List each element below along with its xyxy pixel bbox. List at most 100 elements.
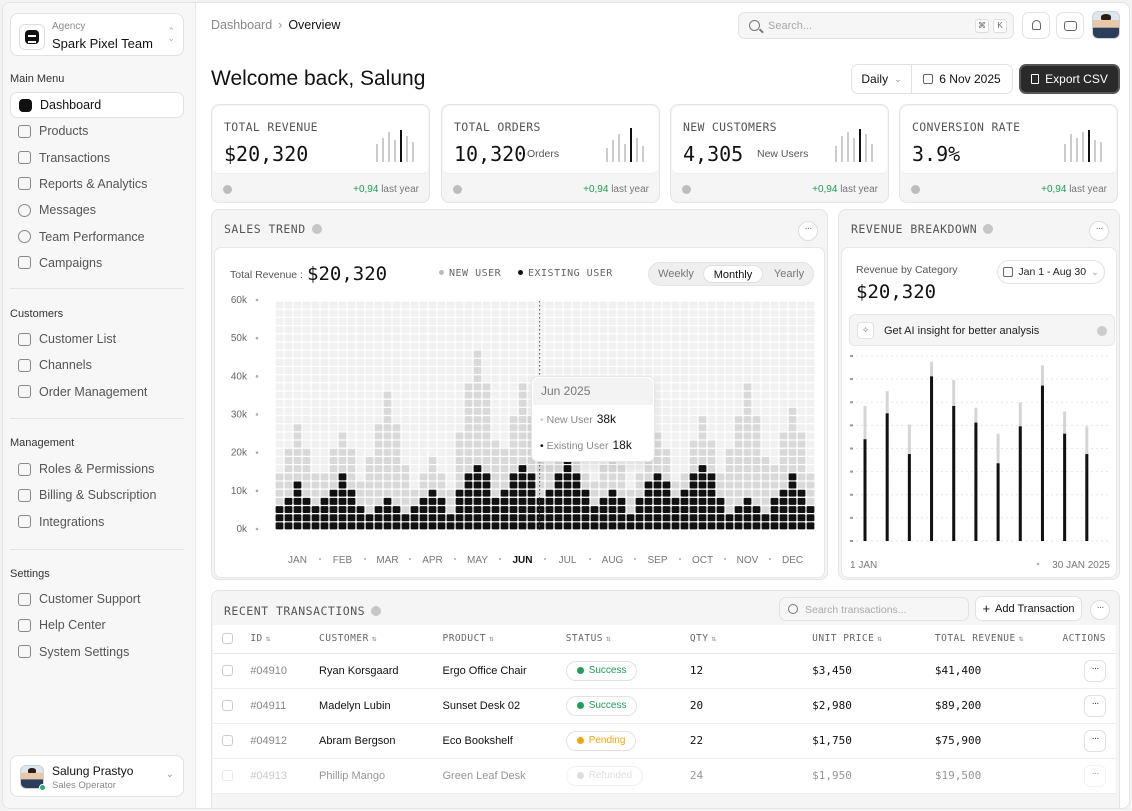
column-header[interactable]: STATUS ⇅ <box>565 625 690 654</box>
grid-cell <box>806 440 815 448</box>
existing-user-cell <box>698 481 707 489</box>
more-options-button[interactable]: ··· <box>1090 600 1110 620</box>
table-row[interactable]: #04910 Ryan Korsgaard Ergo Office Chair … <box>213 653 1116 689</box>
existing-user-cell <box>707 506 716 514</box>
grid-cell <box>671 383 680 391</box>
sidebar-item-help-center[interactable]: Help Center <box>10 612 184 638</box>
existing-user-cell <box>527 514 536 522</box>
grid-cell <box>725 301 734 309</box>
sidebar-item-transactions[interactable]: Transactions <box>10 145 184 171</box>
profile-avatar[interactable] <box>1092 11 1120 39</box>
row-actions-button[interactable]: ··· <box>1084 729 1106 752</box>
info-icon[interactable] <box>983 224 994 234</box>
info-icon[interactable] <box>311 224 322 234</box>
sidebar-item-customer-list[interactable]: Customer List <box>10 326 184 352</box>
sidebar-item-reports-analytics[interactable]: Reports & Analytics <box>10 171 184 197</box>
grid-cell <box>779 342 788 350</box>
global-search[interactable]: Search... ⌘ K <box>738 12 1014 39</box>
grid-cell <box>500 424 509 432</box>
tab-yearly[interactable]: Yearly <box>773 268 805 280</box>
sidebar-item-messages[interactable]: Messages <box>10 197 184 223</box>
column-header[interactable]: CUSTOMER ⇅ <box>319 625 443 654</box>
sidebar-item-customer-support[interactable]: Customer Support <box>10 586 184 612</box>
sparkline-bar <box>618 134 620 162</box>
grid-cell <box>320 301 329 309</box>
ai-insight-banner[interactable]: ✧ Get AI insight for better analysis <box>849 314 1115 346</box>
existing-user-cell <box>338 481 347 489</box>
inbox-button[interactable] <box>1056 12 1084 39</box>
sidebar-item-integrations[interactable]: Integrations <box>10 509 184 535</box>
grid-cell <box>509 326 518 334</box>
add-transaction-button[interactable]: + Add Transaction <box>975 596 1082 621</box>
table-row[interactable]: #04911 Madelyn Lubin Sunset Desk 02 Succ… <box>213 688 1116 724</box>
sidebar-item-campaigns[interactable]: Campaigns <box>10 250 184 276</box>
grid-cell <box>392 309 401 317</box>
row-actions-button[interactable]: ··· <box>1084 694 1106 717</box>
existing-user-cell <box>293 481 302 489</box>
column-header[interactable]: TOTAL REVENUE ⇅ <box>934 625 1059 654</box>
sparkline-bar <box>853 138 855 162</box>
new-user-cell <box>536 465 545 473</box>
grid-cell <box>635 301 644 309</box>
grid-cell <box>428 326 437 334</box>
sidebar-item-products[interactable]: Products <box>10 118 184 144</box>
grid-cell <box>617 317 626 325</box>
grid-cell <box>275 383 284 391</box>
x-tick-separator <box>589 558 591 560</box>
date-range-picker[interactable]: Jan 1 - Aug 30 ⌄ <box>997 260 1105 284</box>
column-header[interactable]: QTY ⇅ <box>689 625 813 654</box>
existing-user-cell <box>572 522 581 530</box>
grid-cell <box>752 342 761 350</box>
select-all-checkbox[interactable] <box>222 633 233 645</box>
tab-weekly[interactable]: Weekly <box>658 268 694 280</box>
row-checkbox[interactable] <box>222 665 233 677</box>
sidebar-item-dashboard[interactable]: Dashboard <box>10 92 184 118</box>
grid-cell <box>428 309 437 317</box>
grid-cell <box>455 391 464 399</box>
grid-cell <box>518 367 527 375</box>
sidebar-item-label: Billing & Subscription <box>39 488 157 503</box>
breadcrumb-parent[interactable]: Dashboard <box>211 18 273 32</box>
date-picker[interactable]: 6 Nov 2025 <box>912 65 1012 93</box>
export-csv-button[interactable]: Export CSV <box>1019 64 1120 94</box>
row-checkbox[interactable] <box>222 770 233 782</box>
info-icon[interactable] <box>371 606 382 616</box>
sidebar-item-channels[interactable]: Channels <box>10 352 184 378</box>
grid-cell <box>320 448 329 456</box>
grid-cell <box>329 391 338 399</box>
sidebar-item-system-settings[interactable]: System Settings <box>10 639 184 665</box>
column-header[interactable]: PRODUCT ⇅ <box>442 625 566 654</box>
user-menu[interactable]: Salung Prastyo Sales Operator ⌄ <box>10 755 184 797</box>
tab-monthly[interactable]: Monthly <box>703 265 763 283</box>
transactions-search-input[interactable]: Search transactions... <box>779 597 969 621</box>
more-options-button[interactable]: ··· <box>1089 221 1109 241</box>
row-actions-button[interactable]: ··· <box>1084 764 1106 787</box>
existing-user-cell <box>572 506 581 514</box>
new-user-cell <box>788 424 797 432</box>
column-header[interactable]: UNIT PRICE ⇅ <box>812 625 935 654</box>
new-user-cell <box>734 416 743 424</box>
grid-cell <box>329 334 338 342</box>
grid-cell <box>320 440 329 448</box>
period-select[interactable]: Daily ⌄ <box>852 65 912 93</box>
sidebar-item-team-performance[interactable]: Team Performance <box>10 224 184 250</box>
row-checkbox[interactable] <box>222 700 233 712</box>
sidebar-item-roles-permissions[interactable]: Roles & Permissions <box>10 456 184 482</box>
sidebar-item-billing-subscription[interactable]: Billing & Subscription <box>10 482 184 508</box>
row-checkbox[interactable] <box>222 735 233 747</box>
grid-cell <box>635 334 644 342</box>
org-switcher[interactable]: Agency Spark Pixel Team ⌃ ⌄ <box>10 13 184 56</box>
table-row[interactable]: #04913 Phillip Mango Green Leaf Desk Ref… <box>213 758 1116 794</box>
existing-user-cell <box>779 506 788 514</box>
new-user-cell <box>734 440 743 448</box>
grid-cell <box>500 326 509 334</box>
notifications-button[interactable] <box>1022 12 1050 39</box>
column-header[interactable]: ID ⇅ <box>250 625 320 654</box>
existing-user-cell <box>365 514 374 522</box>
existing-user-cell <box>455 489 464 497</box>
new-user-cell <box>617 473 626 481</box>
row-actions-button[interactable]: ··· <box>1084 659 1106 682</box>
table-row[interactable]: #04912 Abram Bergson Eco Bookshelf Pendi… <box>213 723 1116 759</box>
more-options-button[interactable]: ··· <box>798 221 818 241</box>
sidebar-item-order-management[interactable]: Order Management <box>10 379 184 405</box>
